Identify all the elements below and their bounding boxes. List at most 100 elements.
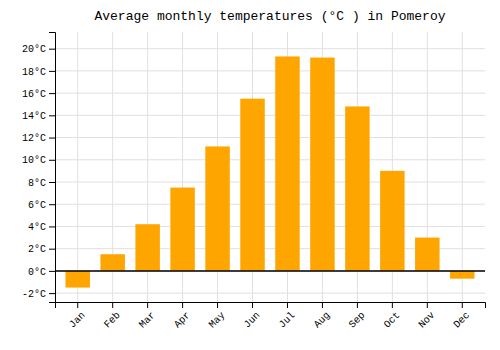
chart: -2°C0°C2°C4°C6°C8°C10°C12°C14°C16°C18°C2…	[0, 0, 500, 350]
grid-line	[55, 70, 485, 71]
tick-label: 6°C	[28, 200, 46, 211]
tick: 18°C	[22, 67, 55, 78]
y-axis: -2°C0°C2°C4°C6°C8°C10°C12°C14°C16°C18°C2…	[22, 33, 56, 303]
tick: 4°C	[28, 222, 55, 233]
tick-label: 8°C	[28, 178, 46, 189]
tick-label: 0°C	[28, 267, 46, 278]
tick-mark	[49, 271, 55, 272]
tick: Nov	[417, 302, 438, 330]
grid-line	[55, 115, 485, 116]
bar	[345, 106, 369, 270]
axis-line	[49, 33, 56, 303]
grid-line	[55, 93, 485, 94]
grid-line	[55, 182, 485, 183]
tick-mark	[287, 302, 288, 308]
bars	[55, 56, 485, 287]
tick: Oct	[382, 302, 403, 330]
tick-mark	[462, 302, 463, 308]
tick: -2°C	[22, 289, 55, 300]
tick-label: Dec	[452, 310, 473, 331]
tick-label: Aug	[312, 310, 333, 331]
tick-mark	[49, 204, 55, 205]
tick-mark	[49, 160, 55, 161]
tick: May	[207, 302, 228, 330]
tick-mark	[217, 302, 218, 308]
tick-mark	[147, 302, 148, 308]
tick-label: Jan	[67, 310, 88, 331]
bar	[100, 254, 124, 271]
grid-line	[55, 293, 485, 294]
tick-label: 2°C	[28, 244, 46, 255]
grid-line	[55, 226, 485, 227]
tick-label: 16°C	[22, 89, 46, 100]
tick-label: Mar	[137, 310, 158, 331]
tick-label: 12°C	[22, 133, 46, 144]
tick: 20°C	[22, 44, 55, 55]
tick-mark	[49, 49, 55, 50]
tick-mark	[49, 249, 55, 250]
tick-label: Feb	[102, 310, 123, 331]
grid-line	[55, 204, 485, 205]
tick-label: 4°C	[28, 222, 46, 233]
tick: Mar	[137, 302, 158, 330]
tick-mark	[49, 93, 55, 94]
tick: 16°C	[22, 89, 55, 100]
tick-mark	[427, 302, 428, 308]
tick: 2°C	[28, 244, 55, 255]
bar	[135, 224, 159, 271]
tick-mark	[49, 182, 55, 183]
tick-mark	[252, 302, 253, 308]
tick-mark	[49, 293, 55, 294]
grid-line	[55, 137, 485, 138]
tick-label: Jul	[277, 310, 298, 331]
tick-mark	[357, 302, 358, 308]
grid-line	[55, 159, 485, 160]
tick-mark	[49, 115, 55, 116]
plot: -2°C0°C2°C4°C6°C8°C10°C12°C14°C16°C18°C2…	[22, 32, 486, 330]
tick-label: May	[207, 310, 228, 331]
tick-mark	[392, 302, 393, 308]
tick-mark	[322, 302, 323, 308]
tick-mark	[49, 138, 55, 139]
tick-mark	[49, 71, 55, 72]
bar	[65, 271, 89, 288]
tick-mark	[112, 302, 113, 308]
tick-label: Oct	[382, 310, 403, 331]
tick: 6°C	[28, 200, 55, 211]
tick: 10°C	[22, 155, 55, 166]
grid-line	[77, 32, 78, 302]
tick-label: 18°C	[22, 67, 46, 78]
tick: Sep	[347, 302, 368, 330]
bar	[275, 56, 299, 270]
bar	[415, 238, 439, 271]
tick: 8°C	[28, 178, 55, 189]
title: Average monthly temperatures (°C ) in Po…	[94, 9, 445, 24]
tick: Feb	[102, 302, 123, 330]
tick-mark	[182, 302, 183, 308]
x-axis: Jan Feb Mar Apr May Jun Jul Aug Sep Oct Nov Dec	[56, 302, 486, 330]
tick: Jan	[67, 302, 88, 330]
bar	[380, 171, 404, 271]
tick-label: 20°C	[22, 44, 46, 55]
tick-label: Nov	[417, 310, 438, 331]
grid	[55, 32, 485, 302]
tick: 12°C	[22, 133, 55, 144]
bar	[170, 188, 194, 271]
axis-line	[56, 303, 486, 309]
tick: Aug	[312, 302, 333, 330]
bar	[310, 58, 334, 271]
grid-line	[55, 270, 485, 271]
tick-mark	[49, 226, 55, 227]
bar	[450, 271, 474, 279]
tick-label: Jun	[242, 310, 263, 331]
tick: Jul	[277, 302, 298, 330]
tick-label: Apr	[172, 310, 193, 331]
tick: Apr	[172, 302, 193, 330]
tick-mark	[77, 302, 78, 308]
tick: 0°C	[28, 267, 55, 278]
tick-label: -2°C	[22, 289, 46, 300]
bar	[240, 99, 264, 271]
tick-label: Sep	[347, 310, 368, 331]
grid-line	[462, 32, 463, 302]
bar	[205, 146, 229, 270]
